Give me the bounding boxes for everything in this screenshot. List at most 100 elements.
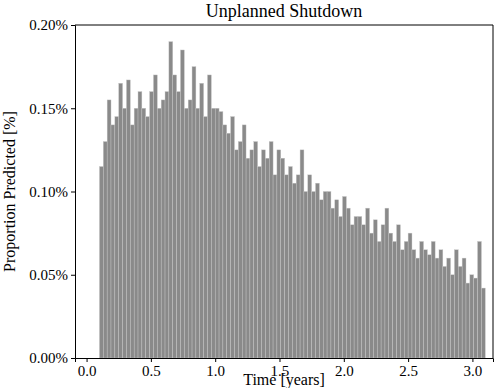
y-tick: 0.00%: [29, 350, 75, 366]
bar: [370, 233, 374, 358]
bar: [103, 142, 107, 358]
y-tick: 0.05%: [29, 267, 75, 283]
y-tick-label: 0.10%: [29, 184, 68, 200]
bar: [200, 83, 204, 358]
x-tick: 2.0: [335, 358, 354, 379]
x-tick-mark: [215, 358, 216, 362]
bar: [393, 241, 397, 358]
bars: [99, 42, 485, 358]
bar: [134, 108, 138, 358]
bar: [439, 250, 443, 358]
bar: [451, 275, 455, 358]
bar: [231, 117, 235, 358]
y-tick-mark: [71, 192, 75, 193]
bar: [343, 196, 347, 358]
bar: [150, 92, 154, 358]
bar: [308, 175, 312, 358]
bar: [292, 183, 296, 358]
bar: [204, 117, 208, 358]
bar: [319, 200, 323, 358]
x-tick-mark: [87, 358, 88, 362]
bar: [107, 100, 111, 358]
bar: [312, 192, 316, 359]
bar: [184, 108, 188, 358]
bar: [304, 192, 308, 359]
bar: [478, 241, 482, 358]
y-axis-line: [71, 26, 76, 359]
bar: [246, 158, 250, 358]
bar: [142, 108, 146, 358]
bar: [211, 108, 215, 358]
bar: [381, 225, 385, 358]
x-tick: 2.5: [399, 358, 418, 379]
bar: [285, 175, 289, 358]
x-tick: 1.0: [206, 358, 225, 379]
bar: [238, 142, 242, 358]
y-tick-label: 0.00%: [29, 350, 68, 366]
bar: [115, 117, 119, 358]
y-tick: 0.20%: [29, 17, 75, 33]
bar: [377, 241, 381, 358]
bar: [242, 125, 246, 358]
bar: [346, 208, 350, 358]
bar: [408, 233, 412, 358]
bar: [173, 75, 177, 358]
bar: [339, 216, 343, 358]
bar: [458, 266, 462, 358]
bar: [119, 83, 123, 358]
x-tick-label: 1.0: [206, 363, 225, 379]
bar: [435, 258, 439, 358]
y-tick-mark: [71, 358, 75, 359]
x-tick-label: 0.5: [142, 363, 161, 379]
bar: [354, 216, 358, 358]
bar: [223, 125, 227, 358]
x-axis-title: Time [years]: [243, 371, 325, 388]
bar: [99, 167, 103, 358]
bar: [261, 150, 265, 358]
x-tick-label: 0.0: [78, 363, 97, 379]
bar: [335, 200, 339, 358]
bar: [180, 50, 184, 358]
x-tick-mark: [151, 358, 152, 362]
bar: [273, 175, 277, 358]
bar: [146, 117, 150, 358]
bar: [481, 288, 485, 358]
x-tick-label: 2.0: [335, 363, 354, 379]
bar: [269, 142, 273, 358]
bar: [138, 92, 142, 358]
x-tick: 3.0: [464, 358, 483, 379]
bar: [400, 250, 404, 358]
bar: [427, 255, 431, 358]
x-tick-label: 3.0: [464, 363, 483, 379]
bar: [424, 250, 428, 358]
bar: [350, 225, 354, 358]
bar: [277, 150, 281, 358]
bar: [126, 80, 130, 358]
bar: [161, 100, 165, 358]
y-tick-label: 0.20%: [29, 17, 68, 33]
bar: [281, 158, 285, 358]
x-axis-line: [76, 359, 494, 363]
bar: [397, 225, 401, 358]
y-tick-label: 0.15%: [29, 101, 68, 117]
bar: [474, 278, 478, 358]
bar: [404, 241, 408, 358]
bar: [327, 192, 331, 359]
bar: [462, 258, 466, 358]
bar: [250, 150, 254, 358]
bar: [373, 220, 377, 358]
bar: [265, 158, 269, 358]
x-tick-mark: [279, 358, 280, 362]
bar: [165, 92, 169, 358]
bar: [254, 142, 258, 358]
bar: [111, 125, 115, 358]
x-tick: 0.5: [142, 358, 161, 379]
bar: [431, 241, 435, 358]
frame-right: [493, 25, 494, 358]
bar: [234, 150, 238, 358]
bar: [123, 108, 127, 358]
bar: [366, 208, 370, 358]
y-axis-title: Proportion Predicted [%]: [1, 111, 19, 272]
y-tick-mark: [71, 108, 75, 109]
bar: [362, 225, 366, 358]
